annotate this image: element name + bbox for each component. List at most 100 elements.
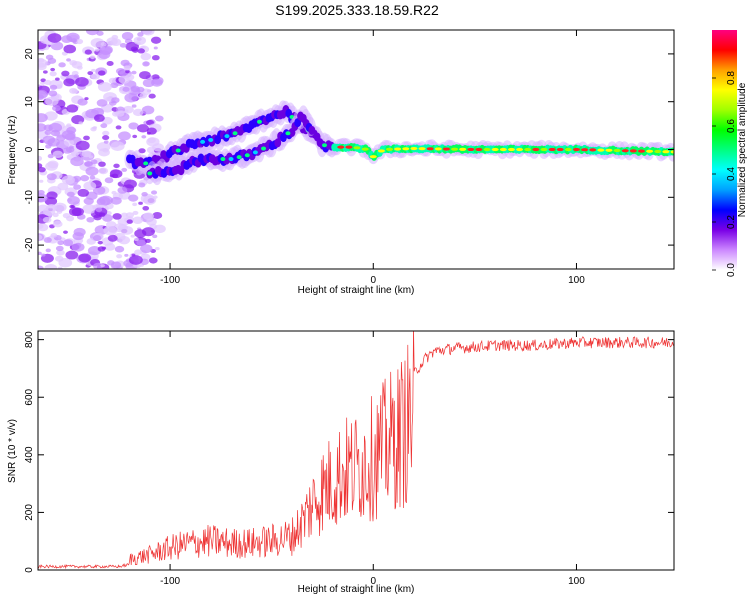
- noise-blob: [152, 143, 164, 152]
- noise-blob: [142, 205, 150, 211]
- noise-blob: [80, 175, 90, 182]
- noise-blob: [54, 255, 64, 262]
- colorbar-tick-label: 0.0: [726, 263, 737, 277]
- noise-blob: [98, 161, 106, 167]
- noise-blob: [125, 70, 130, 74]
- ridge-peak: [410, 146, 418, 151]
- noise-blob: [100, 264, 105, 268]
- noise-blob: [137, 32, 144, 37]
- ridge-core: [294, 118, 302, 128]
- noise-blob: [151, 78, 163, 87]
- noise-blob: [38, 234, 43, 241]
- noise-blob: [66, 191, 75, 198]
- snr-x-label: Height of straight line (km): [298, 584, 415, 595]
- noise-blob: [75, 77, 89, 87]
- ridge-peak: [654, 149, 662, 154]
- noise-blob: [140, 52, 152, 61]
- noise-blob: [152, 234, 158, 239]
- noise-blob: [39, 179, 44, 183]
- noise-blob: [45, 248, 51, 253]
- noise-blob: [137, 48, 145, 54]
- noise-blob: [111, 97, 120, 104]
- ridge-peak: [200, 139, 206, 144]
- noise-blob: [139, 71, 151, 80]
- noise-blob: [75, 38, 84, 45]
- noise-blob: [118, 236, 131, 245]
- colorbar-tick-label: 0.4: [726, 167, 737, 181]
- noise-blob: [151, 74, 160, 80]
- ridge-peak: [394, 147, 402, 151]
- noise-blob: [104, 177, 114, 184]
- noise-blob: [67, 196, 80, 205]
- noise-blob: [116, 254, 123, 259]
- noise-blob: [100, 123, 108, 129]
- noise-blob: [122, 86, 130, 92]
- noise-blob: [77, 98, 88, 106]
- noise-blob: [66, 123, 72, 127]
- ridge-peak: [322, 143, 328, 148]
- noise-blob: [83, 135, 90, 141]
- ridge-peak: [467, 147, 475, 152]
- noise-blob: [42, 216, 52, 223]
- noise-blob: [93, 262, 103, 269]
- ridge-peak: [605, 148, 613, 152]
- noise-blob: [153, 46, 158, 50]
- noise-blob: [96, 99, 108, 107]
- noise-blob: [57, 266, 63, 269]
- ridge-peak: [377, 149, 385, 153]
- ridge-peak: [532, 147, 540, 152]
- noise-blob: [52, 150, 64, 159]
- ridge-peak: [402, 147, 410, 151]
- noise-blob: [92, 235, 102, 241]
- noise-blob: [102, 135, 110, 141]
- noise-blob: [150, 36, 162, 44]
- noise-blob: [47, 33, 62, 43]
- noise-blob: [119, 43, 127, 48]
- snr-series-line: [38, 331, 674, 570]
- noise-blob: [38, 166, 46, 173]
- noise-blob: [146, 131, 151, 135]
- noise-blob: [147, 137, 156, 144]
- ridge-peak: [353, 146, 361, 150]
- noise-blob: [44, 130, 52, 136]
- noise-blob: [45, 96, 59, 107]
- spectrogram-x-tick-label: 100: [568, 275, 585, 286]
- snr-x-tick-label: -100: [160, 576, 180, 587]
- noise-blob: [68, 207, 82, 217]
- noise-blob: [92, 186, 106, 195]
- noise-blob: [52, 212, 59, 218]
- ridge-peak: [589, 148, 597, 152]
- noise-blob: [86, 30, 99, 36]
- noise-blob: [38, 123, 47, 132]
- noise-blob: [53, 220, 63, 228]
- noise-blob: [132, 210, 139, 216]
- ridge-peak: [244, 153, 250, 158]
- ridge-peak: [232, 131, 238, 136]
- noise-blob: [138, 182, 146, 188]
- ridge-peak: [459, 147, 467, 151]
- noise-blob: [102, 214, 113, 222]
- noise-blob: [133, 237, 139, 242]
- ridge-peak: [613, 148, 621, 153]
- spectrogram-y-tick-label: 10: [24, 96, 35, 108]
- noise-blob: [111, 190, 117, 195]
- noise-blob: [66, 104, 79, 113]
- colorbar-tick-label: 0.2: [726, 215, 737, 229]
- colorbar-gradient: [712, 30, 737, 270]
- noise-blob: [148, 257, 158, 264]
- noise-blob: [102, 147, 109, 153]
- noise-blob: [73, 184, 82, 190]
- noise-blob: [63, 239, 74, 247]
- noise-blob: [81, 150, 92, 158]
- noise-blob: [70, 38, 78, 43]
- noise-blob: [97, 70, 106, 76]
- noise-blob: [50, 233, 58, 238]
- noise-blob: [143, 212, 155, 221]
- ridge-core: [308, 125, 316, 135]
- noise-blob: [151, 54, 160, 61]
- noise-blob: [86, 238, 96, 245]
- noise-blob: [110, 141, 125, 151]
- ridge-peak: [475, 147, 483, 152]
- noise-blob: [128, 255, 143, 265]
